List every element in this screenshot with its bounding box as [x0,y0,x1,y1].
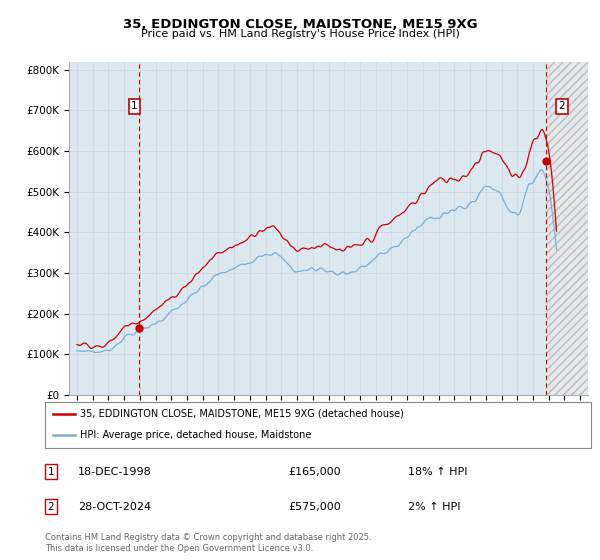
Text: 2: 2 [559,101,565,111]
Text: £165,000: £165,000 [288,466,341,477]
Text: 18% ↑ HPI: 18% ↑ HPI [408,466,467,477]
Text: 35, EDDINGTON CLOSE, MAIDSTONE, ME15 9XG: 35, EDDINGTON CLOSE, MAIDSTONE, ME15 9XG [122,18,478,31]
Text: 2: 2 [47,502,55,512]
Text: 35, EDDINGTON CLOSE, MAIDSTONE, ME15 9XG (detached house): 35, EDDINGTON CLOSE, MAIDSTONE, ME15 9XG… [80,409,404,418]
Text: Price paid vs. HM Land Registry's House Price Index (HPI): Price paid vs. HM Land Registry's House … [140,29,460,39]
Text: 18-DEC-1998: 18-DEC-1998 [78,466,152,477]
Bar [546,62,588,395]
Text: 2% ↑ HPI: 2% ↑ HPI [408,502,461,512]
Text: Contains HM Land Registry data © Crown copyright and database right 2025.
This d: Contains HM Land Registry data © Crown c… [45,533,371,553]
Text: 1: 1 [47,466,55,477]
Text: 1: 1 [131,101,138,111]
Text: £575,000: £575,000 [288,502,341,512]
Text: HPI: Average price, detached house, Maidstone: HPI: Average price, detached house, Maid… [80,430,312,440]
Text: 28-OCT-2024: 28-OCT-2024 [78,502,151,512]
